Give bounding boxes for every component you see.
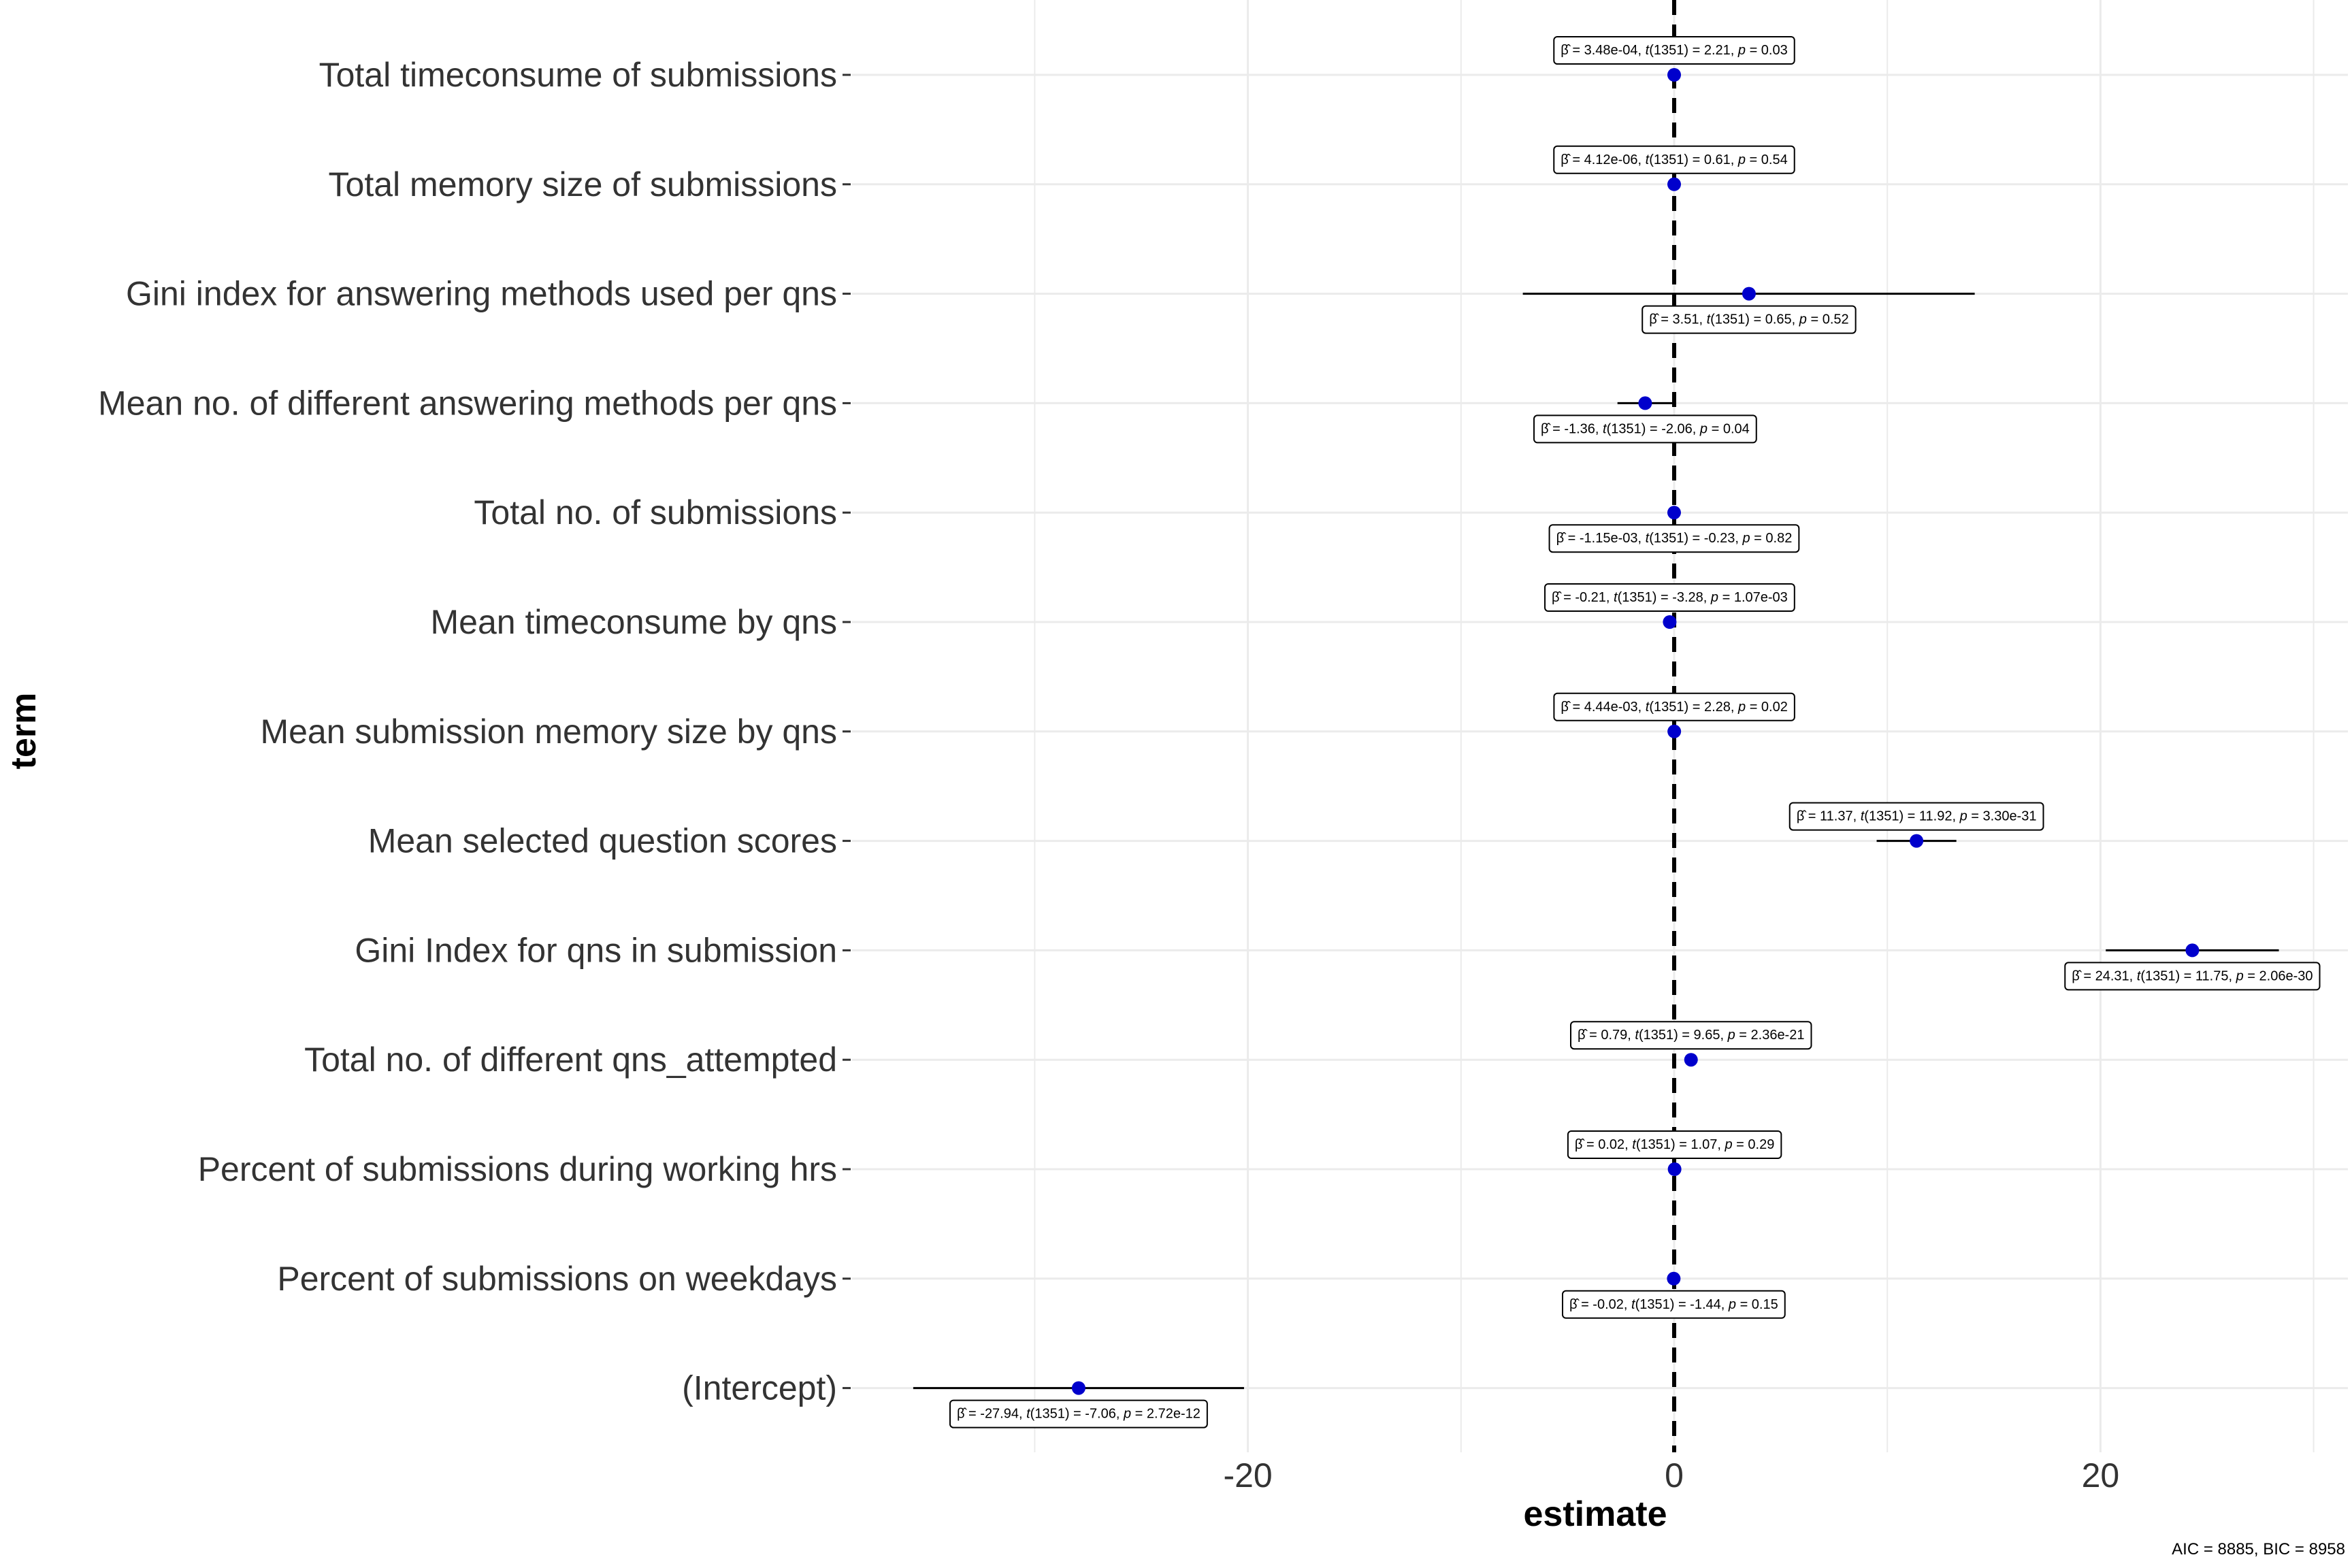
- term-label: Total no. of submissions: [474, 493, 837, 532]
- term-label: (Intercept): [682, 1369, 837, 1407]
- term-labels: Total timeconsume of submissions Total me…: [98, 56, 851, 1407]
- annotation-text: β̂ = -27.94, t(1351) = -7.06, p = 2.72e-…: [957, 1407, 1200, 1422]
- annotation-text: β̂ = 0.02, t(1351) = 1.07, p = 0.29: [1575, 1137, 1774, 1152]
- estimate-points: [1071, 68, 2200, 1395]
- coefficient-annotation: β̂ = 0.79, t(1351) = 9.65, p = 2.36e-21: [1570, 1021, 1812, 1050]
- annotation-box: [1548, 524, 1800, 553]
- annotation-text: β̂ = 24.31, t(1351) = 11.75, p = 2.06e-3…: [2072, 968, 2313, 983]
- annotation-box: [1567, 1130, 1782, 1159]
- estimate-point: [1910, 834, 1924, 848]
- coefficient-annotation: β̂ = -1.36, t(1351) = -2.06, p = 0.04: [1533, 414, 1757, 444]
- coefficient-annotation: β̂ = 11.37, t(1351) = 11.92, p = 3.30e-3…: [1788, 802, 2044, 831]
- term-label: Total timeconsume of submissions: [319, 56, 837, 94]
- term-label: Percent of submissions on weekdays: [277, 1260, 837, 1298]
- annotation-box: [1562, 1290, 1786, 1319]
- annotation-text: β̂ = -1.36, t(1351) = -2.06, p = 0.04: [1541, 421, 1750, 436]
- annotation-box: [1553, 145, 1795, 174]
- coefficient-annotation: β̂ = 24.31, t(1351) = 11.75, p = 2.06e-3…: [2064, 962, 2321, 991]
- y-axis-title: term: [4, 693, 44, 770]
- estimate-point: [1667, 506, 1681, 520]
- estimate-point: [1667, 68, 1682, 82]
- coefficient-annotation: β̂ = 4.12e-06, t(1351) = 0.61, p = 0.54: [1553, 145, 1795, 174]
- estimate-point: [1667, 724, 1682, 738]
- annotation-box: [1570, 1021, 1812, 1050]
- term-label: Mean selected question scores: [368, 822, 837, 860]
- estimate-point: [1742, 287, 1756, 301]
- annotation-text: β̂ = 0.79, t(1351) = 9.65, p = 2.36e-21: [1578, 1028, 1804, 1043]
- annotation-box: [1553, 692, 1795, 721]
- estimate-point: [1667, 177, 1682, 191]
- annotation-box: [1788, 802, 2044, 831]
- annotation-text: β̂ = 4.44e-03, t(1351) = 2.28, p = 0.02: [1561, 700, 1787, 715]
- term-label: Mean no. of different answering methods …: [98, 384, 837, 422]
- annotation-box: [2064, 962, 2321, 991]
- term-label: Total no. of different qns_attempted: [304, 1041, 837, 1079]
- estimate-point: [1663, 615, 1677, 629]
- estimate-point: [1638, 396, 1652, 410]
- coefficient-annotation: β̂ = -1.15e-03, t(1351) = -0.23, p = 0.8…: [1548, 524, 1800, 553]
- estimate-point: [2185, 943, 2200, 958]
- x-tick-label: 20: [2082, 1456, 2120, 1494]
- annotation-box: [1642, 305, 1857, 334]
- coefficient-annotation: β̂ = -27.94, t(1351) = -7.06, p = 2.72e-…: [949, 1399, 1208, 1428]
- estimate-point: [1667, 1271, 1681, 1286]
- coefficient-annotations: β̂ = 3.48e-04, t(1351) = 2.21, p = 0.03 β…: [949, 36, 2321, 1428]
- annotation-text: β̂ = 3.51, t(1351) = 0.65, p = 0.52: [1649, 312, 1848, 327]
- model-fit-footnote: AIC = 8885, BIC = 8958: [2172, 1540, 2345, 1558]
- grid: [852, 0, 2348, 1452]
- coefficient-annotation: β̂ = 3.51, t(1351) = 0.65, p = 0.52: [1642, 305, 1857, 334]
- estimate-point: [1071, 1381, 1085, 1395]
- term-label: Gini Index for qns in submission: [355, 931, 837, 969]
- annotation-text: β̂ = 3.48e-04, t(1351) = 2.21, p = 0.03: [1561, 43, 1787, 58]
- annotation-text: β̂ = 11.37, t(1351) = 11.92, p = 3.30e-3…: [1797, 809, 2037, 824]
- coefficient-annotation: β̂ = -0.21, t(1351) = -3.28, p = 1.07e-0…: [1544, 583, 1795, 612]
- estimate-point: [1684, 1053, 1698, 1067]
- term-label: Mean submission memory size by qns: [260, 713, 837, 751]
- annotation-box: [1553, 36, 1795, 65]
- x-tick-label: -20: [1223, 1456, 1272, 1494]
- x-tick-label: 0: [1665, 1456, 1684, 1494]
- coefficient-annotation: β̂ = 0.02, t(1351) = 1.07, p = 0.29: [1567, 1130, 1782, 1159]
- x-tick-labels: -20 0 20: [1223, 1456, 2119, 1494]
- coefficient-annotation: β̂ = 4.44e-03, t(1351) = 2.28, p = 0.02: [1553, 692, 1795, 721]
- term-label: Mean timeconsume by qns: [430, 603, 837, 641]
- term-label: Gini index for answering methods used pe…: [126, 275, 837, 313]
- annotation-text: β̂ = 4.12e-06, t(1351) = 0.61, p = 0.54: [1561, 152, 1787, 167]
- annotation-box: [1533, 414, 1757, 444]
- x-axis-title: estimate: [1524, 1494, 1667, 1534]
- annotation-box: [949, 1399, 1208, 1428]
- term-label: Total memory size of submissions: [329, 165, 837, 203]
- coefficient-annotation: β̂ = -0.02, t(1351) = -1.44, p = 0.15: [1562, 1290, 1786, 1319]
- coefficient-annotation: β̂ = 3.48e-04, t(1351) = 2.21, p = 0.03: [1553, 36, 1795, 65]
- annotation-box: [1544, 583, 1795, 612]
- term-label: Percent of submissions during working hr…: [198, 1150, 837, 1188]
- annotation-text: β̂ = -1.15e-03, t(1351) = -0.23, p = 0.8…: [1556, 531, 1793, 546]
- estimate-point: [1667, 1162, 1682, 1176]
- annotation-text: β̂ = -0.02, t(1351) = -1.44, p = 0.15: [1569, 1297, 1778, 1312]
- annotation-text: β̂ = -0.21, t(1351) = -3.28, p = 1.07e-0…: [1552, 590, 1788, 605]
